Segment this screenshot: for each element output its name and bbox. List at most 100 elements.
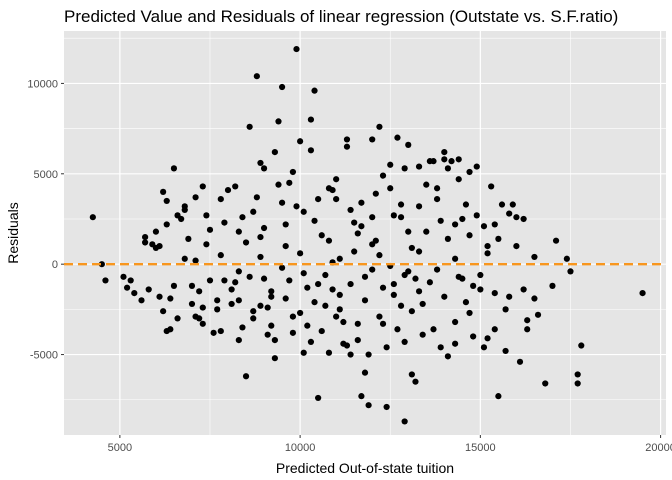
data-point	[289, 168, 297, 176]
data-point	[257, 159, 264, 167]
data-point	[199, 304, 206, 311]
data-point	[300, 208, 307, 215]
data-point	[293, 45, 300, 53]
data-point	[455, 176, 462, 183]
data-point	[452, 340, 459, 347]
data-point	[206, 226, 214, 233]
data-point	[502, 306, 509, 313]
data-point	[578, 342, 585, 349]
data-point	[531, 295, 538, 302]
data-point	[152, 228, 160, 235]
data-point	[174, 212, 181, 219]
data-point	[163, 197, 170, 205]
data-point	[358, 199, 365, 206]
data-point	[639, 290, 646, 297]
data-point	[347, 206, 354, 214]
data-point	[127, 277, 134, 284]
data-point	[358, 393, 365, 400]
data-point	[520, 215, 527, 223]
x-tick-label: 5000	[108, 442, 132, 454]
data-point	[333, 176, 340, 183]
data-point	[513, 214, 520, 221]
data-point	[419, 300, 426, 308]
data-point	[343, 136, 351, 143]
x-tick-label: 20000	[645, 442, 672, 454]
data-point	[563, 255, 570, 262]
data-point	[506, 210, 513, 217]
data-point	[181, 255, 188, 262]
data-point	[286, 277, 293, 284]
data-point	[333, 313, 340, 320]
data-point	[354, 320, 361, 327]
data-point	[264, 304, 271, 311]
data-point	[462, 201, 470, 208]
data-point	[253, 194, 260, 201]
data-point	[307, 116, 315, 123]
data-point	[412, 378, 419, 385]
x-tick-label: 10000	[285, 442, 316, 454]
data-point	[383, 344, 390, 351]
data-point	[257, 302, 264, 309]
minor-gridlines	[64, 31, 666, 435]
data-point	[214, 297, 221, 304]
data-point	[322, 271, 329, 279]
data-point	[181, 203, 188, 210]
data-point	[387, 185, 394, 192]
data-point	[89, 214, 96, 221]
data-point	[477, 286, 484, 293]
data-point	[437, 217, 444, 224]
data-point	[203, 241, 210, 248]
data-point	[531, 253, 538, 261]
data-point	[365, 402, 372, 409]
data-point	[430, 326, 437, 333]
data-point	[102, 277, 109, 284]
data-point	[142, 233, 149, 241]
data-point	[228, 286, 235, 293]
data-point	[260, 224, 268, 232]
data-point	[257, 233, 264, 241]
data-point	[361, 369, 369, 376]
data-point	[242, 373, 250, 380]
data-point	[250, 208, 257, 215]
data-point	[466, 309, 473, 317]
data-point	[268, 293, 275, 300]
data-point	[484, 250, 491, 257]
data-point	[347, 351, 354, 358]
data-point	[268, 322, 275, 329]
data-point	[268, 288, 275, 295]
data-point	[293, 203, 300, 210]
data-point	[491, 221, 498, 228]
data-point	[441, 149, 448, 156]
data-point	[297, 309, 304, 317]
data-point	[315, 394, 322, 402]
data-point	[455, 156, 462, 163]
data-point	[369, 266, 376, 273]
data-point	[322, 302, 329, 309]
data-point	[232, 279, 239, 286]
data-point	[260, 165, 268, 172]
data-point	[484, 243, 491, 250]
data-point	[340, 318, 347, 326]
data-point	[289, 313, 297, 320]
data-point	[452, 255, 459, 262]
data-point	[358, 223, 365, 230]
data-point	[394, 134, 401, 141]
data-point	[325, 237, 333, 244]
data-point	[286, 179, 293, 186]
data-point	[239, 214, 246, 221]
data-point	[401, 338, 408, 346]
data-point	[131, 290, 138, 297]
data-point	[466, 168, 473, 176]
data-point	[156, 243, 163, 250]
data-point	[423, 228, 430, 235]
data-point	[315, 280, 322, 288]
data-point	[488, 183, 495, 190]
data-point	[383, 403, 390, 411]
data-point	[441, 293, 448, 300]
data-point	[98, 261, 105, 268]
data-point	[246, 123, 253, 130]
data-point	[278, 83, 286, 91]
data-point	[239, 324, 246, 331]
data-point	[199, 320, 206, 327]
data-point	[351, 248, 358, 255]
